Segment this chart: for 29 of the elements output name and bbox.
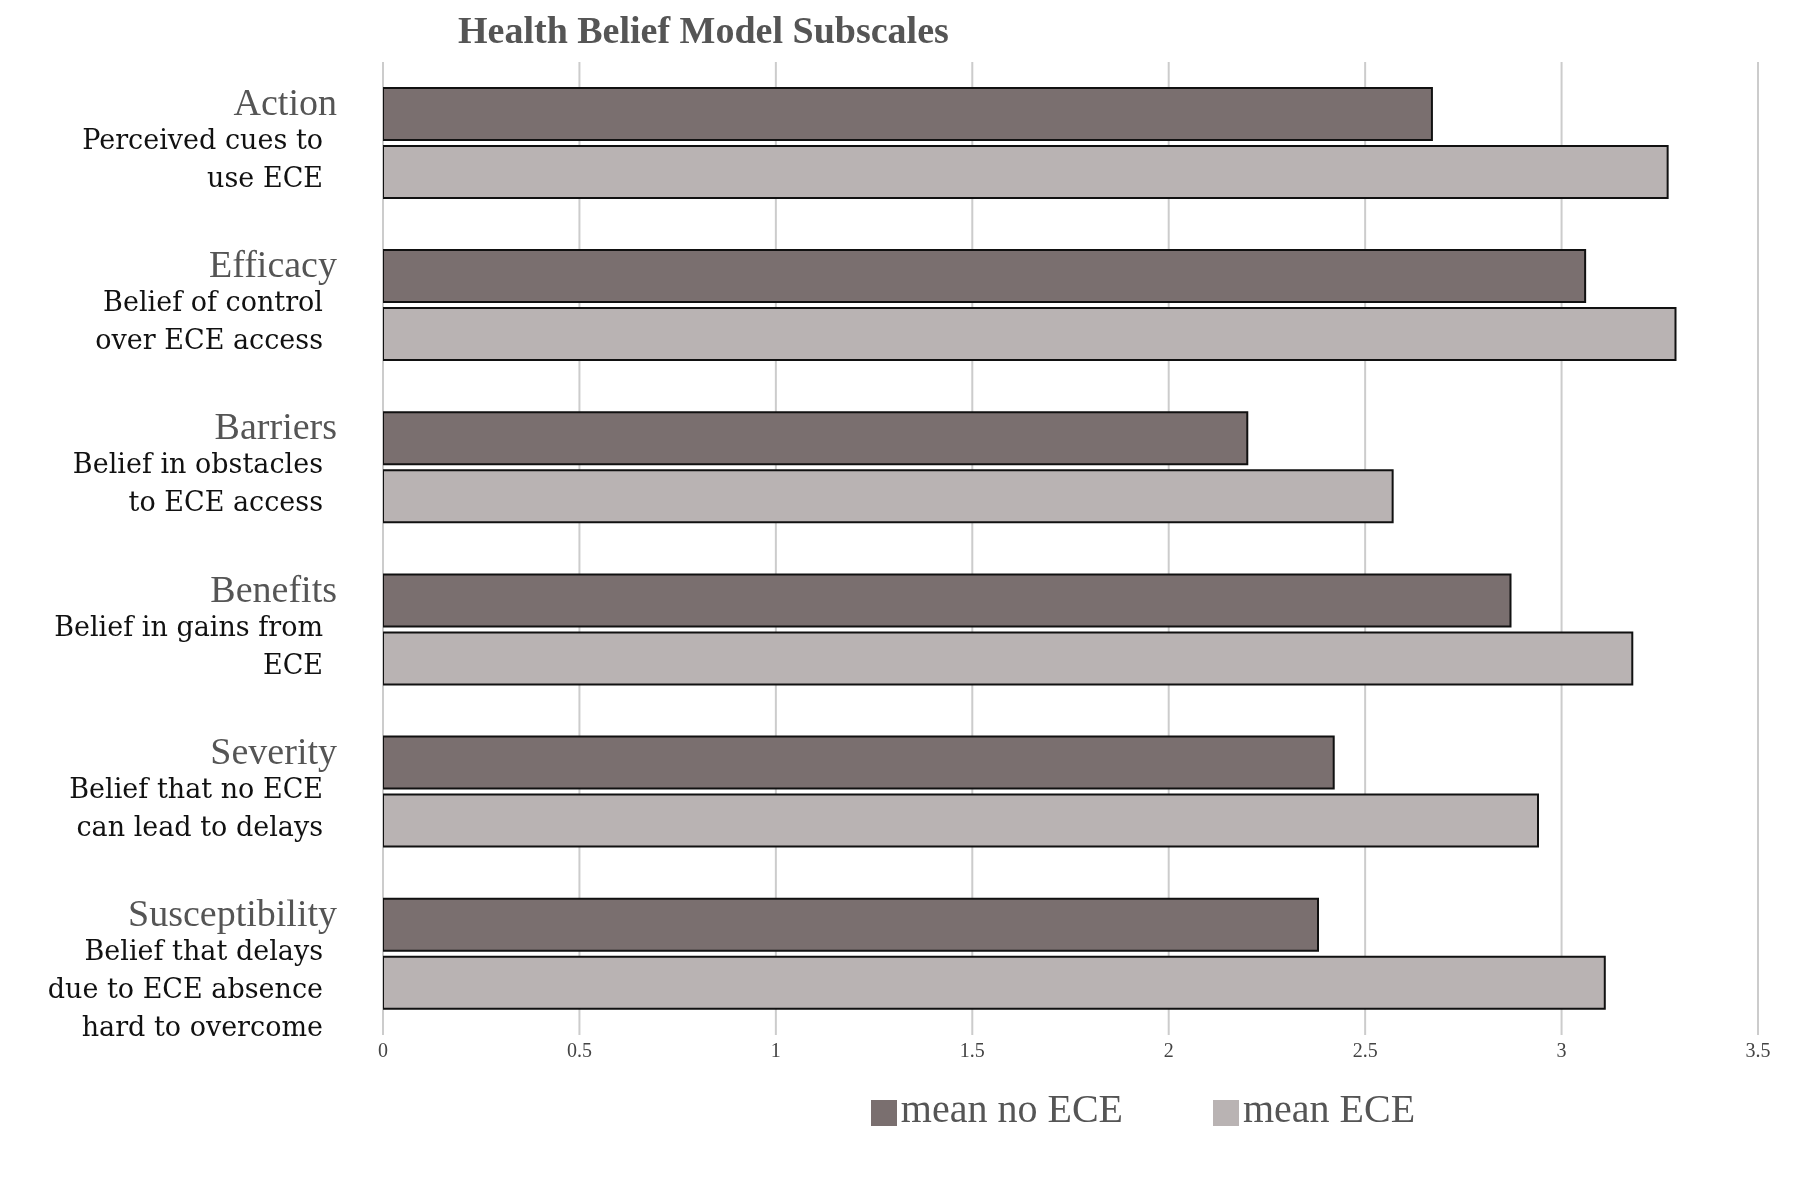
y-tick-label: Severity Belief that no ECE can lead to delays	[69, 729, 337, 842]
y-tick-label: Susceptibility Belief that delays due to ECE absence hard to overcome	[47, 891, 337, 1042]
x-tick-label: 0.5	[566, 1039, 592, 1062]
x-tick-label: 3	[1556, 1039, 1567, 1062]
bar	[383, 144, 1669, 199]
x-tick-label: 0	[378, 1039, 388, 1062]
bar	[383, 735, 1335, 790]
y-tick-label: Benefits Belief in gains from ECE	[54, 567, 337, 680]
legend-label: mean ECE	[1243, 1086, 1416, 1131]
y-tick-label: Action Perceived cues to use ECE	[82, 81, 337, 194]
x-tick-label: 2	[1163, 1039, 1174, 1062]
bar	[383, 631, 1634, 686]
chart-title: Health Belief Model Subscales	[457, 8, 950, 52]
x-tick-label: 3.5	[1745, 1039, 1771, 1062]
x-tick-label: 1.5	[959, 1039, 985, 1062]
bar	[383, 411, 1249, 466]
bar	[383, 86, 1433, 141]
bar	[383, 955, 1606, 1010]
bar	[383, 307, 1677, 362]
x-tick-label: 1	[770, 1039, 781, 1062]
legend-label: mean no ECE	[900, 1086, 1123, 1131]
bar	[383, 573, 1512, 628]
bar	[383, 469, 1394, 524]
bar	[383, 897, 1319, 952]
y-tick-label: Barriers Belief in obstacles to ECE access	[72, 405, 337, 518]
bar	[383, 793, 1539, 848]
y-tick-label: Efficacy Belief of control over ECE access	[95, 243, 337, 356]
bar	[383, 249, 1587, 304]
x-tick-label: 2.5	[1352, 1039, 1378, 1062]
